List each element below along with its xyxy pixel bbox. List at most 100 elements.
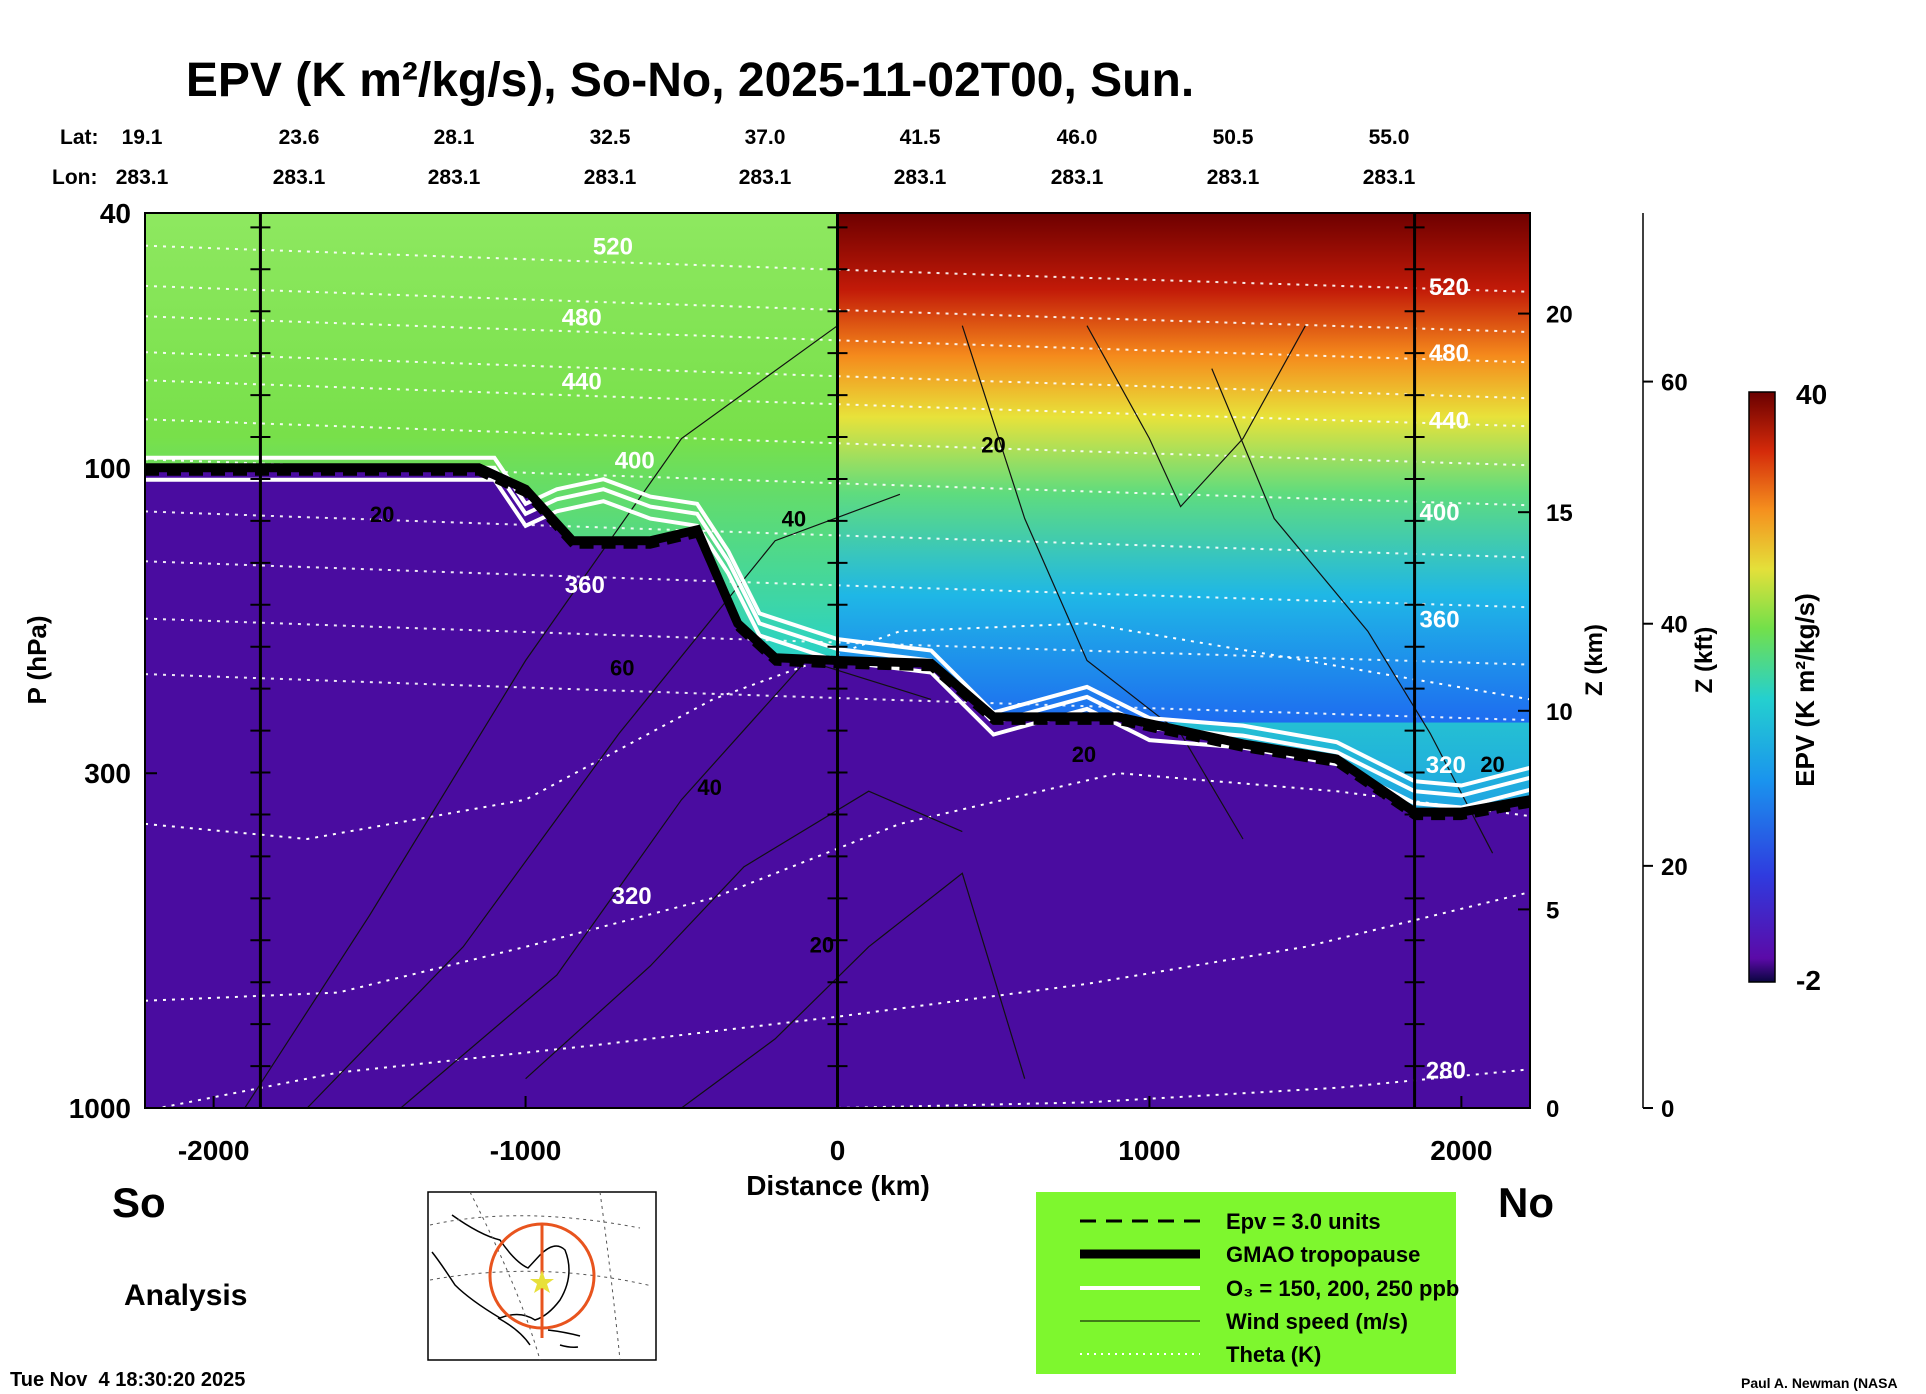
section-markers — [250, 213, 1425, 1108]
y-axis-label: P (hPa) — [22, 615, 52, 704]
x-tick-label: 2000 — [1430, 1135, 1492, 1166]
theta-contour — [145, 379, 1530, 428]
theta-label: 320 — [1426, 752, 1466, 779]
theta-label: 360 — [1420, 607, 1460, 634]
plot-area: 520 480 440 400 360 320 520 480 440 400 360 320 280 2… — [145, 213, 1530, 1108]
z-km-tick-label: 20 — [1546, 302, 1573, 329]
lon-value: 283.1 — [428, 166, 481, 189]
theta-label: 360 — [565, 572, 605, 599]
lat-value: 32.5 — [590, 126, 631, 149]
colorbar-min-label: -2 — [1796, 965, 1821, 996]
theta-contour — [145, 244, 1530, 293]
wind-contour — [1086, 325, 1306, 508]
theta-label: 320 — [612, 883, 652, 910]
z-kft-axis-label: Z (kft) — [1691, 627, 1718, 694]
timestamp: Tue Nov 4 18:30:20 2025 — [10, 1369, 245, 1391]
theta-contour — [153, 891, 1530, 1108]
lat-value: 37.0 — [745, 126, 786, 149]
z-kft-tick-label: 0 — [1661, 1096, 1674, 1123]
theta-contour — [145, 617, 1530, 666]
wind-contour — [306, 493, 901, 1108]
theta-contours — [145, 244, 1530, 1108]
x-tick-label: 0 — [830, 1135, 846, 1166]
ozone-200-contour — [145, 465, 1530, 798]
contour-labels: 520 480 440 400 360 320 520 480 440 400 360 320 280 2… — [370, 234, 1505, 1085]
theta-contour — [145, 673, 1530, 722]
lat-label: Lat: — [60, 126, 99, 149]
legend: Epv = 3.0 units GMAO tropopause O₃ = 150… — [1036, 1192, 1459, 1374]
legend-ozone: O₃ = 150, 200, 250 ppb — [1226, 1276, 1459, 1301]
y-tick-label: 40 — [100, 198, 131, 229]
lon-value: 283.1 — [1363, 166, 1416, 189]
theta-contour — [145, 622, 1530, 841]
z-km-tick-label: 0 — [1546, 1096, 1559, 1123]
lat-value: 55.0 — [1369, 126, 1410, 149]
lon-value: 283.1 — [584, 166, 637, 189]
z-kft-tick-label: 20 — [1661, 854, 1688, 881]
theta-label: 520 — [593, 234, 633, 261]
theta-contour — [145, 315, 1530, 364]
wind-contour — [400, 659, 932, 1108]
theta-label: 480 — [1429, 340, 1469, 367]
theta-label: 520 — [1429, 274, 1469, 301]
lat-value: 46.0 — [1057, 126, 1098, 149]
wind-contour — [244, 325, 838, 1108]
credit: Paul A. Newman (NASA — [1741, 1375, 1898, 1391]
colorbar — [1748, 391, 1776, 983]
wind-label: 20 — [1072, 742, 1096, 767]
lon-value: 283.1 — [739, 166, 792, 189]
wind-label: 60 — [610, 655, 634, 680]
lon-value: 283.1 — [116, 166, 169, 189]
x-tick-label: -1000 — [490, 1135, 562, 1166]
y-tick-label: 100 — [84, 453, 131, 484]
z-km-axis-label: Z (km) — [1581, 624, 1608, 696]
theta-label: 400 — [1420, 499, 1460, 526]
theta-label: 440 — [1429, 407, 1469, 434]
legend-epv: Epv = 3.0 units — [1226, 1209, 1381, 1234]
lat-value: 41.5 — [900, 126, 941, 149]
lat-lon-row: 19.1 23.6 28.1 32.5 37.0 41.5 46.0 50.5 55.0 283.… — [116, 126, 1416, 189]
wind-label: 40 — [782, 506, 806, 531]
theta-contour — [145, 418, 1530, 467]
z-km-tick-label: 5 — [1546, 897, 1559, 924]
axes: -2000 -1000 0 1000 2000100030010040051015200… — [69, 198, 1688, 1166]
lon-label: Lon: — [52, 166, 97, 189]
z-km-tick-label: 10 — [1546, 699, 1573, 726]
theta-label: 400 — [615, 447, 655, 474]
x-axis-label: Distance (km) — [746, 1170, 930, 1201]
lat-value: 50.5 — [1213, 126, 1254, 149]
theta-contour — [145, 772, 1530, 1002]
wind-contour — [1211, 368, 1494, 854]
legend-tropopause: GMAO tropopause — [1226, 1242, 1420, 1267]
south-end-label: So — [112, 1179, 166, 1226]
z-kft-tick-label: 40 — [1661, 612, 1688, 639]
lat-value: 28.1 — [434, 126, 475, 149]
lon-value: 283.1 — [1051, 166, 1104, 189]
north-end-label: No — [1498, 1179, 1554, 1226]
wind-contour — [961, 325, 1244, 840]
legend-theta: Theta (K) — [1226, 1342, 1321, 1367]
theta-contour — [145, 351, 1530, 400]
lon-value: 283.1 — [1207, 166, 1260, 189]
y-tick-label: 300 — [84, 758, 131, 789]
lon-value: 283.1 — [894, 166, 947, 189]
x-tick-label: -2000 — [178, 1135, 250, 1166]
theta-contour — [145, 284, 1530, 333]
wind-label: 20 — [370, 502, 394, 527]
theta-label: 280 — [1426, 1057, 1466, 1084]
colorbar-max-label: 40 — [1796, 379, 1827, 410]
wind-label: 20 — [981, 433, 1005, 458]
lon-value: 283.1 — [273, 166, 326, 189]
y-tick-label: 1000 — [69, 1093, 131, 1124]
wind-label: 20 — [810, 932, 834, 957]
wind-label: 40 — [697, 775, 721, 800]
chart-title: EPV (K m²/kg/s), So-No, 2025-11-02T00, S… — [186, 54, 1194, 107]
colorbar-label: EPV (K m²/kg/s) — [1790, 593, 1820, 787]
z-kft-tick-label: 60 — [1661, 370, 1688, 397]
theta-contour — [145, 560, 1530, 609]
lat-value: 19.1 — [122, 126, 163, 149]
theta-label: 480 — [562, 304, 602, 331]
theta-contour — [145, 458, 1530, 507]
theta-contour — [145, 510, 1530, 559]
